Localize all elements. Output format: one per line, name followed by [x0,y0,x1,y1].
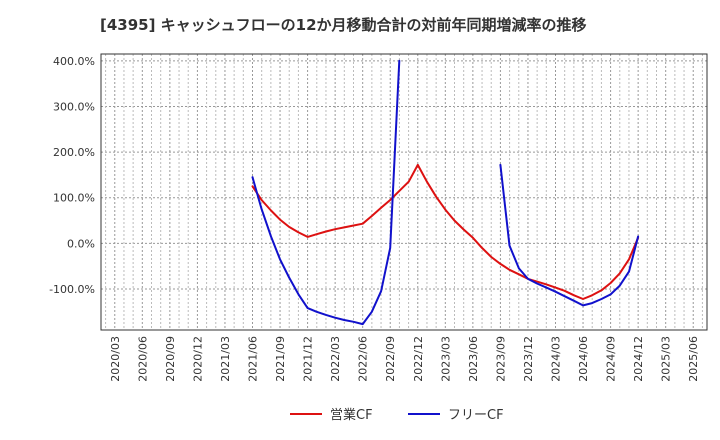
x-tick-label: 2023/12 [522,336,535,382]
legend: 営業CF フリーCF [290,407,504,423]
y-tick-label: 0.0% [67,237,95,250]
x-tick-label: 2020/09 [164,336,177,382]
x-tick-label: 2020/06 [136,336,149,382]
x-tick-label: 2020/03 [109,336,122,382]
x-tick-label: 2022/12 [412,336,425,382]
x-tick-label: 2021/12 [302,336,315,382]
plot-area [100,53,708,331]
legend-label-free-cf: フリーCF [448,408,504,423]
series-line-1-segment-1 [499,163,640,307]
x-tick-label: 2020/12 [191,336,204,382]
x-tick-label: 2022/03 [329,336,342,382]
y-axis: 400.0% 300.0% 200.0% 100.0% 0.0% -100.0% [49,55,95,296]
x-tick-label: 2024/03 [550,336,563,382]
y-tick-label: 100.0% [53,192,95,205]
chart-title: [4395] キャッシュフローの12か月移動合計の対前年同期増減率の推移 [100,16,587,34]
y-tick-label: 400.0% [53,55,95,68]
y-tick-label: 300.0% [53,100,95,113]
x-axis: 2020/03 2020/06 2020/09 2020/12 2021/03 2021/… [109,336,700,382]
y-tick-label: -100.0% [49,283,95,296]
legend-label-operating-cf: 営業CF [330,407,373,423]
x-tick-label: 2025/03 [660,336,673,382]
x-tick-label: 2023/06 [467,336,480,382]
y-tick-label: 200.0% [53,146,95,159]
x-tick-label: 2021/06 [247,336,260,382]
x-tick-label: 2021/09 [274,336,287,382]
x-tick-label: 2022/06 [357,336,370,382]
series-line-0-segment-0 [251,163,640,300]
x-tick-label: 2023/09 [494,336,507,382]
x-tick-label: 2024/06 [577,336,590,382]
x-tick-label: 2024/12 [632,336,645,382]
grid [101,54,707,330]
x-tick-label: 2025/06 [687,336,700,382]
x-tick-label: 2023/03 [439,336,452,382]
x-tick-label: 2024/09 [605,336,618,382]
series-line-1-segment-0 [251,59,401,326]
series-lines [251,59,640,326]
x-tick-label: 2021/03 [219,336,232,382]
x-tick-label: 2022/09 [384,336,397,382]
